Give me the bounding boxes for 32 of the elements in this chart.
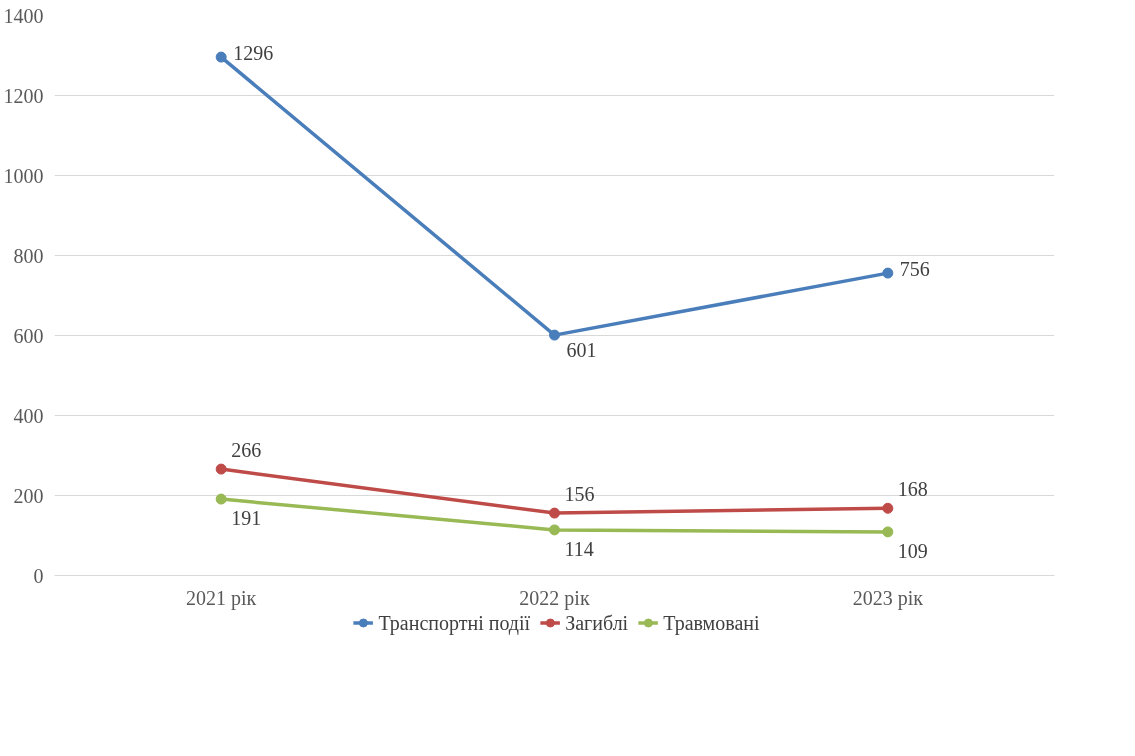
data-label: 1296	[233, 42, 274, 65]
point	[882, 267, 894, 279]
x-tick-label: 2023 рік	[852, 586, 924, 610]
y-tick-label: 0	[33, 564, 44, 587]
y-tick-label: 1000	[3, 164, 44, 187]
data-label: 266	[231, 439, 262, 462]
data-label: 114	[564, 537, 594, 560]
point	[549, 507, 560, 519]
data-label: 168	[897, 478, 928, 501]
point	[882, 526, 894, 538]
y-tick-label: 200	[13, 484, 44, 507]
point	[549, 329, 560, 341]
y-tick-label: 1400	[3, 4, 44, 27]
data-label: 156	[564, 483, 595, 506]
y-tick-label: 600	[13, 324, 44, 347]
data-label: 109	[897, 539, 928, 562]
x-tick-label: 2021 рік	[186, 586, 257, 610]
y-tick-label: 800	[13, 244, 44, 267]
data-label: 191	[231, 507, 262, 530]
point	[549, 524, 560, 536]
point	[882, 502, 894, 514]
legend-label: Травмовані	[663, 611, 760, 634]
data-label: 601	[566, 339, 597, 362]
y-tick-label: 400	[13, 404, 44, 427]
legend-label: Транспортні події	[378, 611, 531, 634]
point	[215, 51, 227, 63]
legend-label: Загиблі	[565, 611, 629, 634]
data-label: 756	[899, 258, 930, 281]
x-tick-label: 2022 рік	[519, 586, 590, 610]
y-tick-label: 1200	[3, 84, 44, 107]
point	[215, 493, 227, 505]
point	[215, 463, 227, 475]
